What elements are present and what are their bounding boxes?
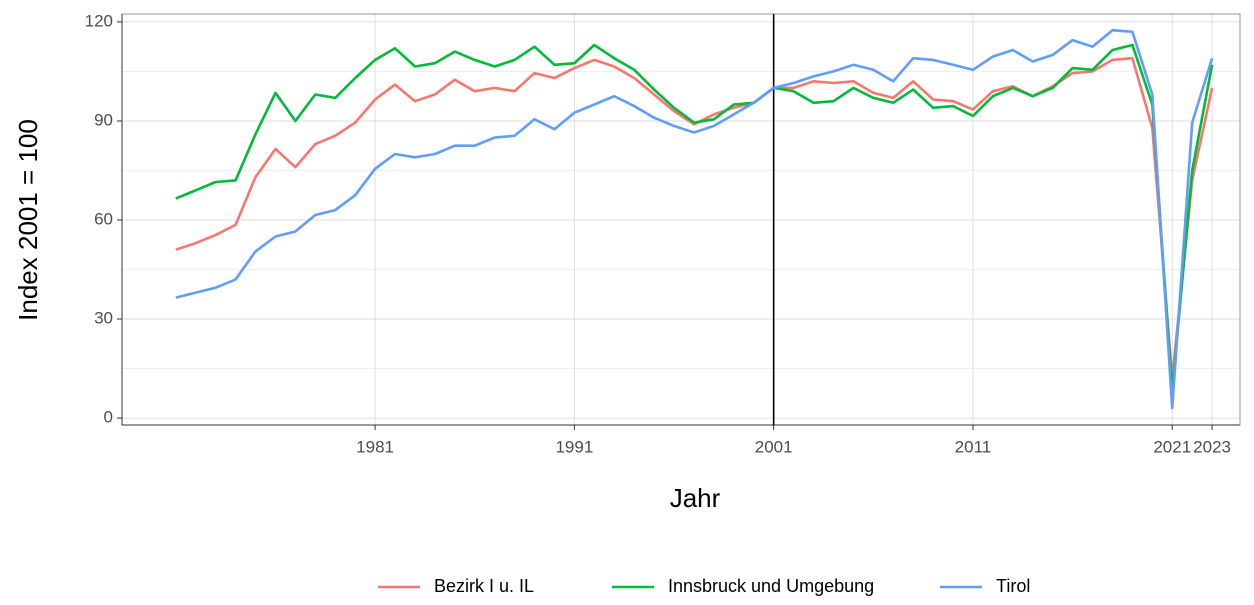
legend-label: Tirol [996, 576, 1030, 596]
legend-label: Bezirk I u. IL [434, 576, 534, 596]
series-line [175, 28, 1214, 410]
y-tick-label: 90 [94, 110, 113, 129]
x-axis-title: Jahr [670, 483, 721, 513]
y-tick-label: 120 [85, 11, 113, 30]
y-tick-label: 30 [94, 309, 113, 328]
x-tick-label: 2001 [755, 437, 793, 456]
x-tick-label: 1991 [555, 437, 593, 456]
x-tick-label: 2021 [1153, 437, 1191, 456]
y-axis-title: Index 2001 = 100 [13, 119, 43, 321]
legend-label: Innsbruck und Umgebung [668, 576, 874, 596]
series-line [175, 56, 1214, 380]
series-line [175, 43, 1214, 393]
y-tick-label: 60 [94, 209, 113, 228]
y-tick-label: 0 [104, 408, 113, 427]
x-tick-label: 2011 [955, 437, 992, 456]
x-tick-label: 1981 [356, 437, 394, 456]
x-tick-label: 2023 [1193, 437, 1231, 456]
